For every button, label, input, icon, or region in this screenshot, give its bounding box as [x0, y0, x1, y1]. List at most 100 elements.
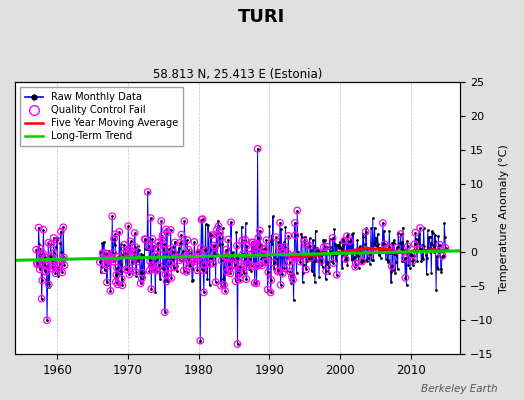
Point	[305, 235, 314, 242]
Point	[154, 246, 162, 252]
Point	[292, 256, 300, 262]
Point	[236, 276, 244, 283]
Point	[315, 274, 323, 280]
Point	[150, 265, 159, 272]
Point	[421, 248, 429, 254]
Point	[381, 247, 389, 253]
Point	[113, 264, 121, 271]
Point	[55, 266, 63, 272]
Point	[187, 249, 195, 256]
Point	[60, 262, 69, 268]
Point	[100, 239, 108, 245]
Point	[305, 256, 313, 262]
Point	[229, 254, 237, 261]
Point	[200, 262, 209, 268]
Point	[209, 260, 217, 267]
Point	[122, 251, 130, 257]
Point	[352, 260, 360, 267]
Point	[395, 243, 403, 249]
Point	[155, 262, 163, 268]
Point	[246, 256, 254, 262]
Point	[245, 251, 253, 258]
Point	[269, 260, 278, 266]
Point	[308, 258, 316, 264]
Point	[135, 256, 144, 262]
Point	[182, 269, 191, 275]
Point	[212, 279, 220, 285]
Point	[343, 262, 352, 269]
Point	[311, 228, 320, 234]
Point	[385, 228, 394, 234]
Point	[125, 271, 134, 278]
Point	[110, 236, 118, 242]
Point	[288, 256, 297, 262]
Point	[430, 245, 438, 251]
Point	[239, 267, 248, 273]
Point	[264, 269, 272, 275]
Point	[223, 254, 232, 260]
Point	[341, 257, 349, 264]
Point	[432, 287, 440, 293]
Point	[148, 236, 157, 242]
Point	[329, 235, 337, 241]
Point	[234, 254, 242, 261]
Point	[366, 250, 375, 256]
Point	[226, 270, 235, 276]
Point	[223, 268, 231, 275]
Point	[314, 246, 323, 253]
Point	[123, 250, 131, 256]
Point	[59, 224, 68, 230]
Point	[47, 253, 56, 259]
Point	[428, 228, 436, 234]
Point	[127, 248, 135, 254]
Point	[376, 244, 384, 251]
Point	[266, 289, 275, 296]
Point	[115, 270, 123, 277]
Point	[411, 241, 419, 247]
Point	[326, 248, 335, 254]
Point	[216, 235, 225, 241]
Point	[111, 231, 119, 238]
Point	[169, 264, 178, 271]
Point	[282, 268, 291, 274]
Point	[388, 263, 396, 269]
Point	[166, 260, 174, 267]
Point	[374, 230, 382, 237]
Point	[289, 297, 298, 304]
Point	[371, 242, 379, 248]
Point	[120, 242, 128, 248]
Point	[272, 234, 280, 240]
Point	[407, 252, 415, 258]
Point	[423, 255, 431, 261]
Point	[296, 258, 304, 265]
Point	[307, 255, 315, 262]
Point	[173, 254, 182, 260]
Point	[155, 265, 163, 272]
Point	[57, 228, 65, 235]
Point	[289, 277, 297, 283]
Point	[410, 256, 418, 263]
Point	[296, 258, 304, 265]
Point	[197, 216, 205, 223]
Point	[285, 254, 293, 260]
Point	[409, 252, 418, 259]
Point	[335, 242, 343, 248]
Point	[347, 236, 355, 242]
Point	[151, 288, 160, 295]
Point	[425, 234, 433, 240]
Point	[405, 249, 413, 255]
Point	[266, 238, 274, 244]
Point	[233, 341, 242, 347]
Point	[321, 276, 330, 282]
Point	[252, 280, 260, 287]
Point	[122, 266, 130, 273]
Point	[420, 242, 429, 249]
Point	[125, 247, 133, 253]
Point	[171, 239, 179, 246]
Point	[217, 257, 226, 264]
Point	[265, 251, 273, 258]
Point	[148, 236, 157, 242]
Point	[238, 237, 246, 244]
Point	[101, 261, 110, 267]
Point	[102, 251, 111, 257]
